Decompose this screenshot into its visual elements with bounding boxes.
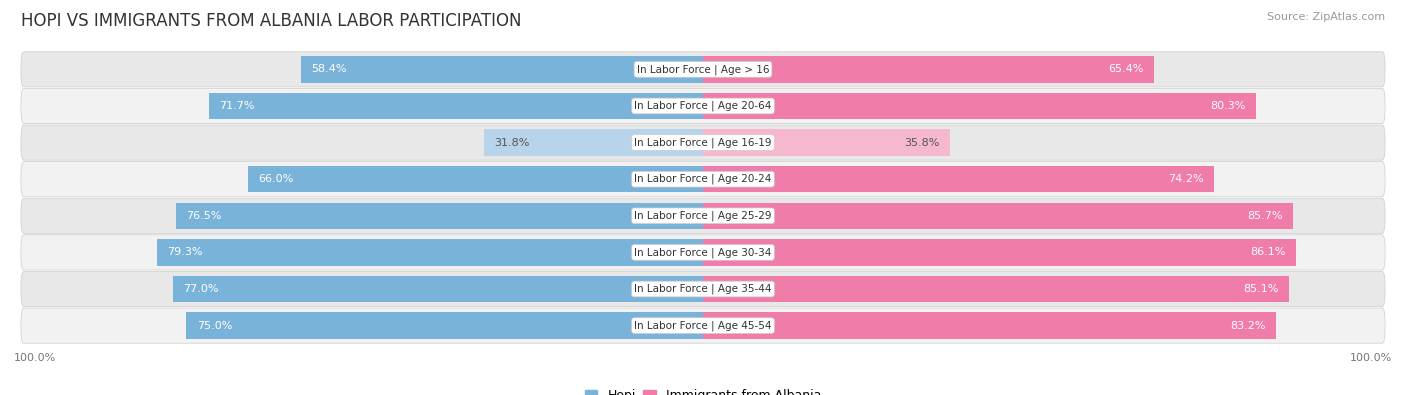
Text: 58.4%: 58.4% xyxy=(311,64,346,74)
Text: In Labor Force | Age 20-24: In Labor Force | Age 20-24 xyxy=(634,174,772,184)
Bar xyxy=(156,239,703,265)
FancyBboxPatch shape xyxy=(21,88,1385,124)
FancyBboxPatch shape xyxy=(21,308,1385,343)
Text: In Labor Force | Age > 16: In Labor Force | Age > 16 xyxy=(637,64,769,75)
Bar xyxy=(301,56,703,83)
Text: 31.8%: 31.8% xyxy=(495,137,530,148)
FancyBboxPatch shape xyxy=(21,125,1385,160)
Bar xyxy=(703,312,1277,339)
Bar xyxy=(176,203,703,229)
Text: 100.0%: 100.0% xyxy=(14,353,56,363)
Text: 65.4%: 65.4% xyxy=(1108,64,1143,74)
Bar xyxy=(209,93,703,119)
Text: In Labor Force | Age 35-44: In Labor Force | Age 35-44 xyxy=(634,284,772,294)
Text: 79.3%: 79.3% xyxy=(167,247,202,258)
Bar xyxy=(703,203,1294,229)
Text: 35.8%: 35.8% xyxy=(904,137,939,148)
Text: In Labor Force | Age 30-34: In Labor Force | Age 30-34 xyxy=(634,247,772,258)
Text: 86.1%: 86.1% xyxy=(1250,247,1286,258)
Text: 76.5%: 76.5% xyxy=(186,211,222,221)
FancyBboxPatch shape xyxy=(21,162,1385,197)
Text: 77.0%: 77.0% xyxy=(183,284,218,294)
Bar xyxy=(173,276,703,302)
Text: 74.2%: 74.2% xyxy=(1168,174,1204,184)
Text: 100.0%: 100.0% xyxy=(1350,353,1392,363)
Bar xyxy=(703,130,949,156)
Text: HOPI VS IMMIGRANTS FROM ALBANIA LABOR PARTICIPATION: HOPI VS IMMIGRANTS FROM ALBANIA LABOR PA… xyxy=(21,12,522,30)
Text: In Labor Force | Age 20-64: In Labor Force | Age 20-64 xyxy=(634,101,772,111)
Text: Source: ZipAtlas.com: Source: ZipAtlas.com xyxy=(1267,12,1385,22)
Bar xyxy=(703,93,1256,119)
Bar xyxy=(249,166,703,192)
Bar xyxy=(484,130,703,156)
Text: In Labor Force | Age 16-19: In Labor Force | Age 16-19 xyxy=(634,137,772,148)
Text: 75.0%: 75.0% xyxy=(197,321,232,331)
Bar xyxy=(186,312,703,339)
FancyBboxPatch shape xyxy=(21,198,1385,233)
Legend: Hopi, Immigrants from Albania: Hopi, Immigrants from Albania xyxy=(579,384,827,395)
Bar xyxy=(703,276,1289,302)
Text: In Labor Force | Age 45-54: In Labor Force | Age 45-54 xyxy=(634,320,772,331)
Text: 71.7%: 71.7% xyxy=(219,101,254,111)
Text: In Labor Force | Age 25-29: In Labor Force | Age 25-29 xyxy=(634,211,772,221)
Text: 66.0%: 66.0% xyxy=(259,174,294,184)
FancyBboxPatch shape xyxy=(21,271,1385,307)
Bar xyxy=(703,56,1153,83)
Text: 80.3%: 80.3% xyxy=(1211,101,1246,111)
FancyBboxPatch shape xyxy=(21,235,1385,270)
Bar xyxy=(703,239,1296,265)
Text: 83.2%: 83.2% xyxy=(1230,321,1265,331)
FancyBboxPatch shape xyxy=(21,52,1385,87)
Text: 85.1%: 85.1% xyxy=(1243,284,1279,294)
Bar xyxy=(703,166,1215,192)
Text: 85.7%: 85.7% xyxy=(1247,211,1284,221)
